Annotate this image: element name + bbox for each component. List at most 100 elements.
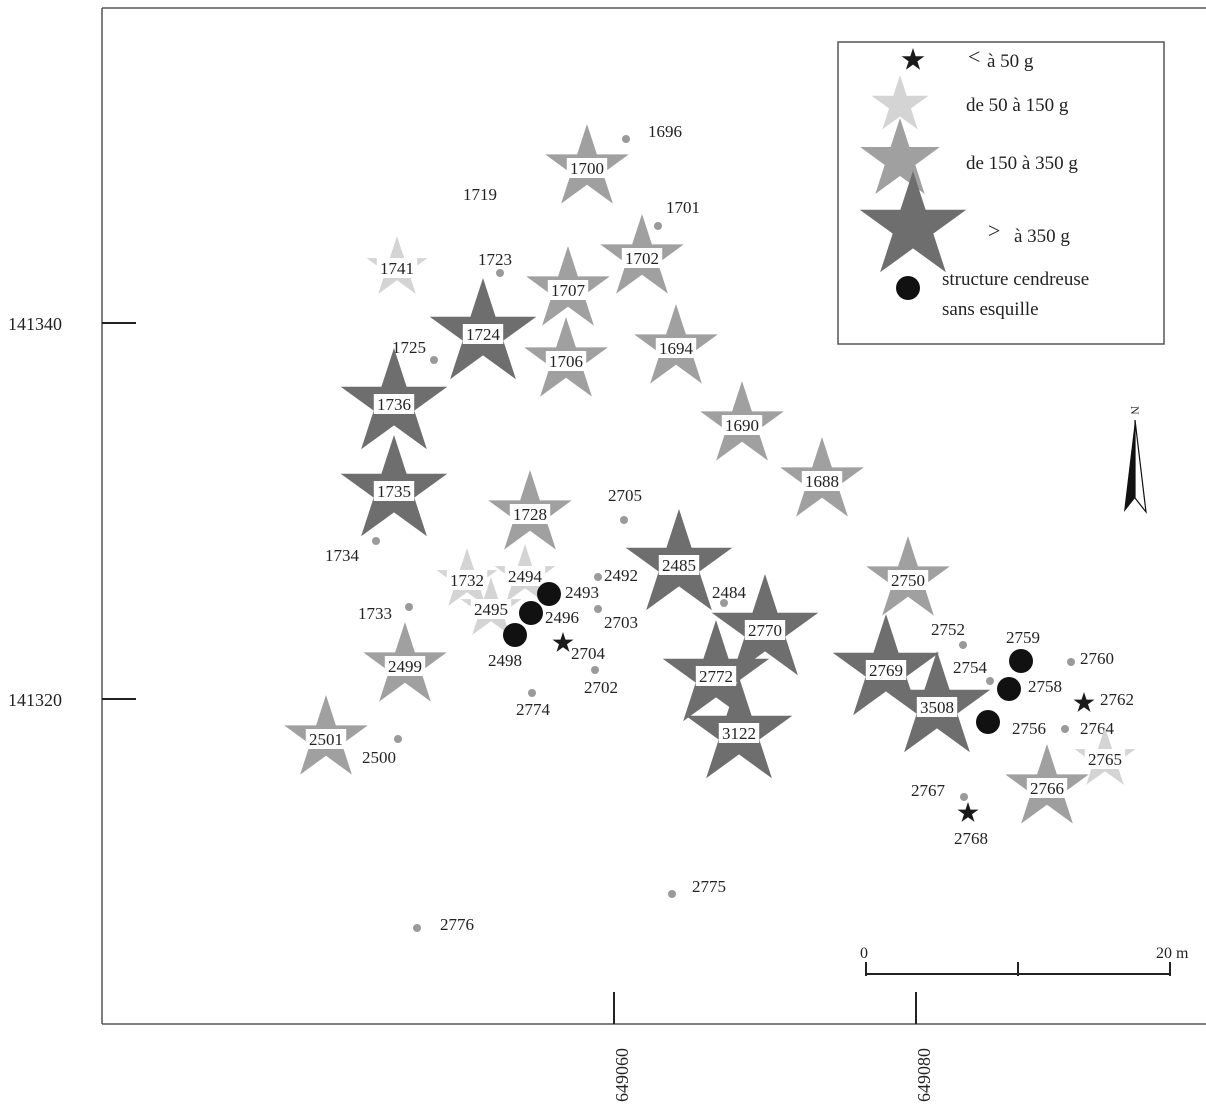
feature-2500: 2500: [362, 735, 402, 767]
y-tick-label-2: 141320: [8, 690, 62, 710]
feature-2768: 2768: [954, 802, 988, 848]
feature-label: 2776: [440, 915, 474, 934]
find-dot-icon: [528, 689, 536, 697]
feature-2704: 2704: [552, 632, 606, 663]
x-tick-label-1: 649060: [612, 1048, 632, 1102]
feature-label: 2770: [748, 621, 782, 640]
legend-label-small: à 50 g: [987, 51, 1034, 72]
feature-label: 2766: [1030, 779, 1064, 798]
feature-1741: 1741: [366, 236, 428, 294]
small-star-icon: [1073, 692, 1095, 712]
feature-2758: 2758: [997, 677, 1062, 701]
feature-2772: 2772: [662, 620, 770, 722]
y-axis: 141340 141320: [8, 314, 136, 710]
legend-prefix-dark: >: [988, 218, 1000, 243]
small-star-shape: [901, 48, 925, 70]
feature-3122: 3122: [685, 677, 793, 779]
feature-label: 1702: [625, 249, 659, 268]
x-tick-label-2: 649080: [914, 1048, 934, 1102]
medium-star-shape: [860, 118, 940, 194]
dark-star-shape: [859, 171, 967, 273]
feature-2498: 2498: [488, 623, 527, 670]
feature-1719: 1719: [463, 185, 497, 204]
feature-2493: 2493: [537, 582, 599, 606]
feature-label: 1719: [463, 185, 497, 204]
small-star-icon: [901, 48, 925, 70]
feature-label-box: [305, 729, 347, 749]
hearth-dot-icon: [976, 710, 1000, 734]
feature-2750: 2750: [866, 536, 950, 616]
feature-1724: 1724: [429, 278, 537, 380]
feature-label: 2501: [309, 730, 343, 749]
feature-label: 1707: [551, 281, 586, 300]
feature-label: 1724: [466, 325, 501, 344]
feature-label: 2769: [869, 661, 903, 680]
feature-label: 2759: [1006, 628, 1040, 647]
feature-label: 2485: [662, 556, 696, 575]
feature-label-box: [655, 338, 697, 358]
feature-1694: 1694: [634, 304, 718, 384]
x-axis: 649060 649080: [612, 992, 934, 1102]
feature-label-box: [865, 660, 907, 680]
feature-2770: 2770: [711, 574, 819, 676]
feature-label: 2750: [891, 571, 925, 590]
feature-label-box: [509, 504, 551, 524]
find-dot-icon: [986, 677, 994, 685]
feature-1707: 1707: [526, 246, 610, 326]
find-dot-icon: [1061, 725, 1069, 733]
legend-item-light: de 50 à 150 g: [871, 75, 1069, 130]
feature-1700: 1700: [545, 124, 629, 204]
feature-1688: 1688: [780, 437, 864, 517]
feature-label: 1734: [325, 546, 360, 565]
north-arrow-right-half: [1134, 419, 1147, 515]
feature-2492: 2492: [594, 566, 638, 585]
feature-label-box: [373, 481, 415, 501]
feature-label: 2754: [953, 658, 988, 677]
feature-2766: 2766: [1005, 744, 1089, 824]
feature-label-box: [373, 394, 415, 414]
feature-label: 1723: [478, 250, 512, 269]
legend-label-light: de 50 à 150 g: [966, 95, 1069, 116]
dark-star-icon: [859, 171, 967, 273]
feature-label: 1732: [450, 571, 484, 590]
feature-label-box: [658, 555, 700, 575]
hearth-dot-icon: [519, 601, 543, 625]
legend-label-hearth-1: structure cendreuse: [942, 269, 1089, 290]
scale-bar-start-label: 0: [860, 945, 868, 962]
feature-2495: 2495: [460, 577, 522, 635]
legend: < à 50 g de 50 à 150 g de 150 à 350 g > …: [837, 41, 1165, 345]
feature-label-box: [504, 566, 546, 586]
feature-label: 1733: [358, 604, 392, 623]
feature-label: 1694: [659, 339, 694, 358]
feature-label: 2758: [1028, 677, 1062, 696]
feature-1723: 1723: [478, 250, 512, 277]
feature-label: 2704: [571, 644, 606, 663]
feature-1706: 1706: [524, 317, 608, 397]
find-dot-icon: [620, 516, 628, 524]
feature-label-box: [384, 656, 426, 676]
feature-label: 2756: [1012, 719, 1046, 738]
feature-label: 2703: [604, 613, 638, 632]
feature-label: 2493: [565, 583, 599, 602]
feature-2774: 2774: [516, 689, 551, 719]
feature-2752: 2752: [931, 620, 967, 649]
small-star-icon: [957, 802, 979, 822]
find-dot-icon: [594, 605, 602, 613]
feature-1736: 1736: [340, 348, 448, 450]
legend-item-small: < à 50 g: [901, 44, 1034, 72]
feature-label: 1725: [392, 338, 426, 357]
feature-label: 1700: [570, 159, 604, 178]
feature-label-box: [695, 666, 737, 686]
feature-label: 2499: [388, 657, 422, 676]
feature-2484: 2484: [712, 583, 747, 607]
feature-label: 3122: [722, 724, 756, 743]
north-arrow-icon: N: [1124, 406, 1147, 515]
find-dot-icon: [405, 603, 413, 611]
feature-2767: 2767: [911, 781, 968, 801]
find-dot-icon: [960, 793, 968, 801]
feature-label-box: [621, 248, 663, 268]
feature-label-box: [547, 280, 589, 300]
light-star-icon: [871, 75, 929, 130]
feature-label: 2762: [1100, 690, 1134, 709]
legend-item-medium: de 150 à 350 g: [860, 118, 1078, 194]
